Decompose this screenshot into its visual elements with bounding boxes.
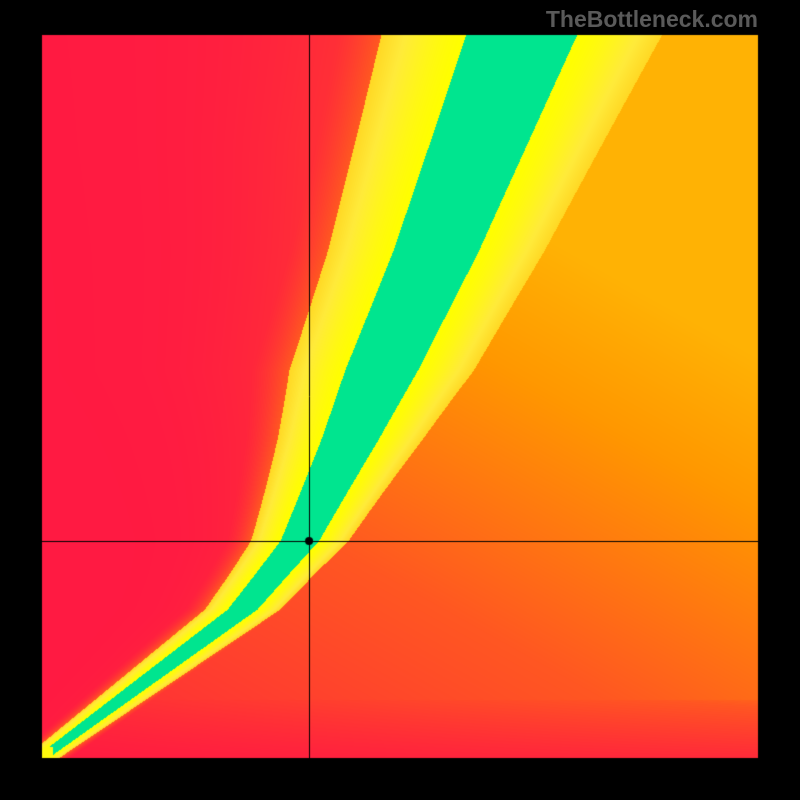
watermark-text: TheBottleneck.com <box>546 6 758 33</box>
heatmap-canvas <box>0 0 800 800</box>
chart-container: TheBottleneck.com <box>0 0 800 800</box>
